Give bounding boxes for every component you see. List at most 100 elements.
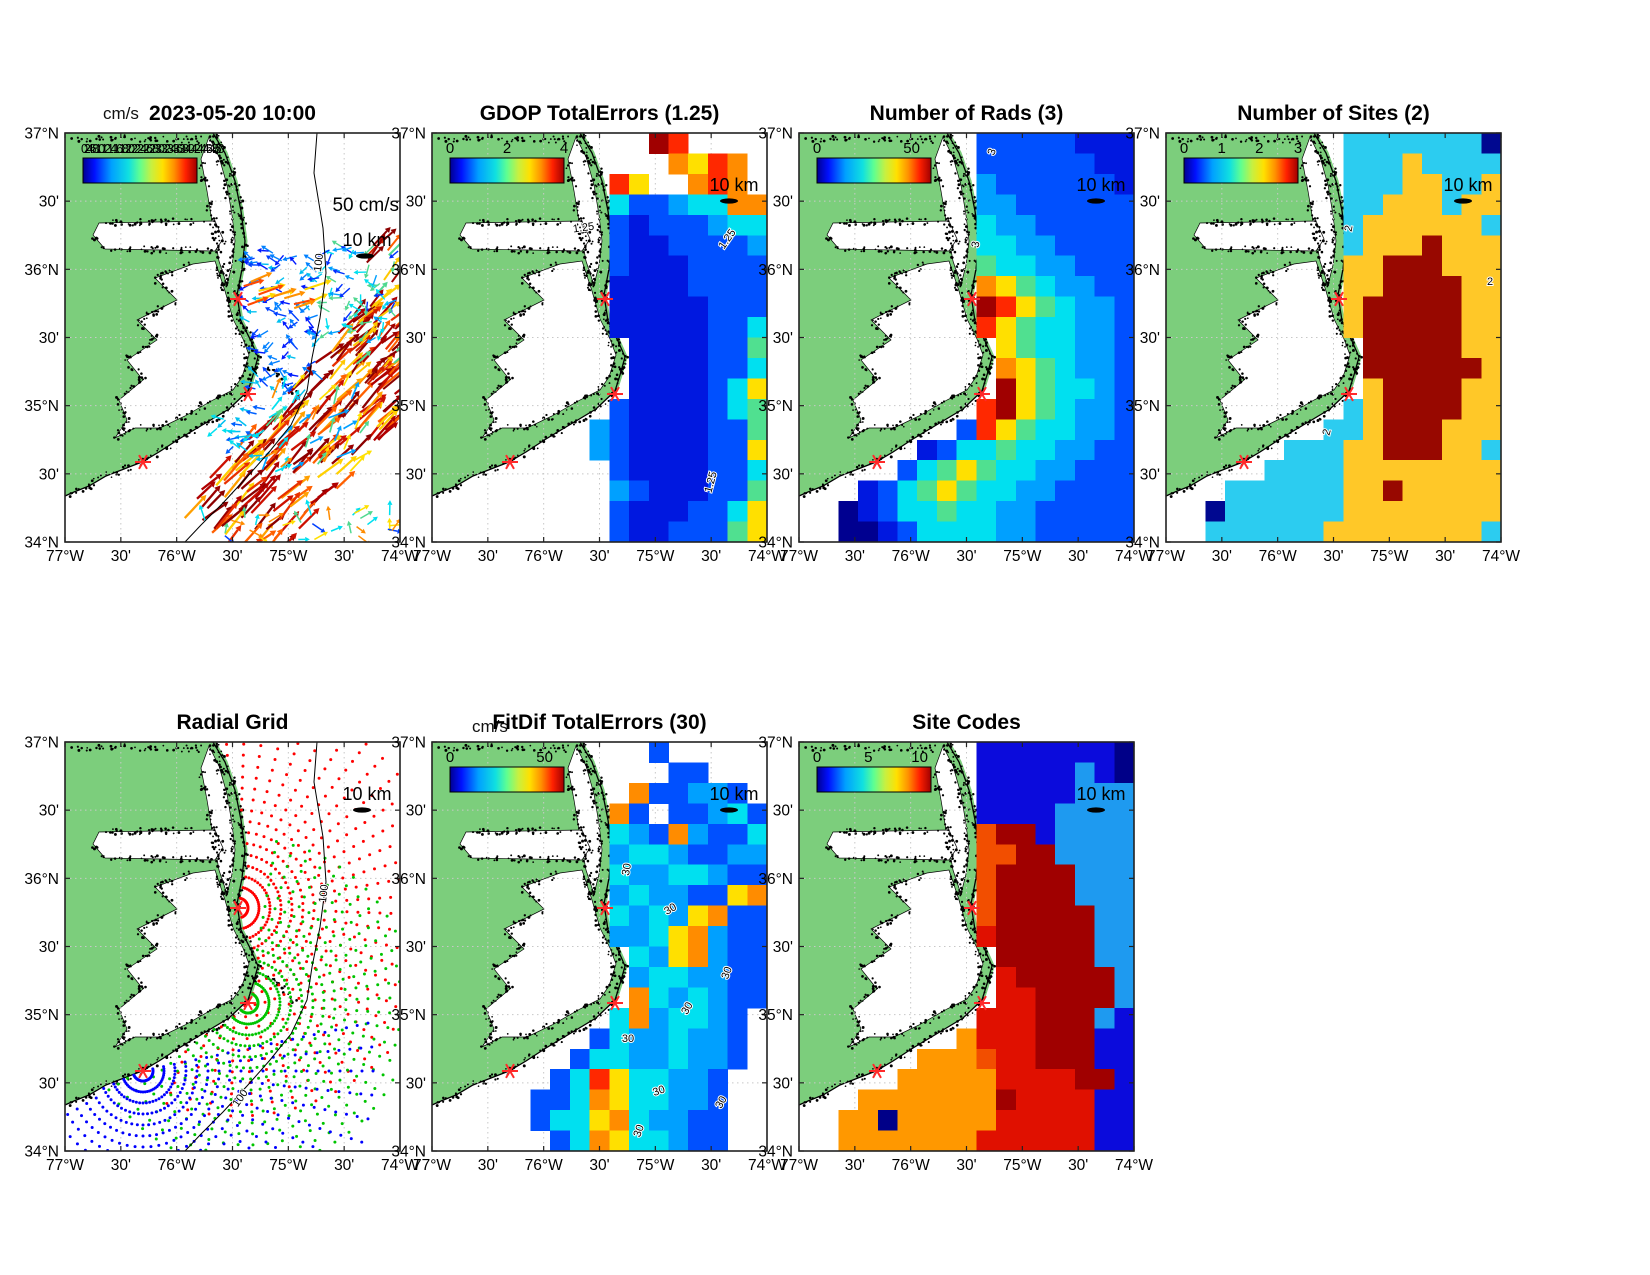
scale-bar: 10 km — [709, 784, 759, 813]
lon-tick-label: 75°W — [269, 548, 307, 565]
radar-site-asterisk — [610, 386, 620, 402]
lon-tick-label: 77°W — [1147, 548, 1185, 565]
radar-site-asterisk — [243, 995, 253, 1011]
lon-tick-label: 76°W — [525, 1157, 563, 1174]
lon-tick-label: 30' — [1068, 548, 1088, 565]
lon-tick-label: 74°W — [748, 548, 786, 565]
radar-site-markers — [1236, 291, 1357, 470]
scale-bar: 10 km — [1076, 784, 1126, 813]
lat-tick-label: 30' — [39, 194, 59, 211]
lat-tick-label: 34°N — [758, 535, 793, 552]
radar-site-markers — [502, 291, 623, 470]
lon-tick-label: 77°W — [413, 548, 451, 565]
lat-tick-label: 30' — [406, 1075, 426, 1092]
scale-bar-mark — [720, 807, 738, 813]
panel-surface-currents: cm/s 2023-05-20 10:00 100 50 cm/s 10 km 0 2… — [24, 102, 419, 566]
lon-tick-label: 30' — [1212, 548, 1232, 565]
lat-tick-label: 36°N — [391, 262, 426, 279]
lat-tick-label: 30' — [773, 330, 793, 347]
lat-tick-label: 34°N — [758, 1144, 793, 1161]
lon-tick-label: 30' — [1323, 548, 1343, 565]
axis-labels: 37°N 30' 36°N 30' 35°N 30' 34°N77°W 30' 76°W 30' 7… — [24, 735, 419, 1175]
colorbar: 0 50 — [813, 140, 932, 184]
graticule — [65, 742, 400, 1151]
colorbar-tick-label: 0 — [446, 749, 454, 766]
lon-tick-label: 77°W — [780, 1157, 818, 1174]
panel-gdop-total-errors: GDOP TotalErrors (1.25) 1.25 1.25 1.25 10 k… — [391, 102, 786, 565]
axis-labels: 37°N 30' 36°N 30' 35°N 30' 34°N77°W 30' 76°W 30' 7… — [391, 735, 786, 1175]
lat-tick-label: 35°N — [758, 1007, 793, 1024]
lat-tick-label: 37°N — [24, 126, 59, 143]
lon-tick-label: 76°W — [892, 1157, 930, 1174]
distance-scale-label: 10 km — [342, 230, 391, 250]
colorbar-tick-label: 4 — [560, 140, 568, 157]
data-layer — [1205, 133, 1501, 542]
colorbar-tick-label: 0 — [1180, 140, 1188, 157]
scale-bar-mark — [1087, 807, 1105, 813]
units-label: cm/s — [103, 104, 139, 123]
lon-tick-label: 74°W — [381, 548, 419, 565]
radar-site-asterisk — [1334, 291, 1344, 307]
lat-tick-label: 30' — [406, 330, 426, 347]
lon-tick-label: 30' — [845, 548, 865, 565]
radar-site-asterisk — [233, 291, 243, 307]
contour-label: 100 — [312, 253, 326, 273]
distance-scale-label: 10 km — [342, 784, 391, 804]
radar-site-asterisk — [600, 900, 610, 916]
radar-site-asterisk — [1344, 386, 1354, 402]
contour-label: 100 — [317, 884, 331, 904]
map-area — [799, 742, 1134, 1151]
panel-number-of-sites: Number of Sites (2) 2 2 2 10 km 0 1 2 3 37°N 30' 3… — [1125, 102, 1520, 565]
lon-tick-label: 76°W — [158, 548, 196, 565]
lon-tick-label: 74°W — [1482, 548, 1520, 565]
colorbar: 0 5 10 — [813, 749, 932, 793]
lat-tick-label: 35°N — [24, 398, 59, 415]
lat-tick-label: 37°N — [758, 735, 793, 752]
lat-tick-label: 37°N — [758, 126, 793, 143]
scale-bar: 10 km — [342, 784, 392, 813]
lon-tick-label: 30' — [222, 1157, 242, 1174]
panel-title: Radial Grid — [176, 711, 289, 734]
lon-tick-label: 30' — [1435, 548, 1455, 565]
distance-scale-label: 10 km — [1076, 784, 1125, 804]
colorbar-tick-label: 0 — [813, 749, 821, 766]
lat-tick-label: 35°N — [391, 1007, 426, 1024]
lon-tick-label: 30' — [334, 548, 354, 565]
lat-tick-label: 34°N — [391, 535, 426, 552]
radar-site-markers — [869, 900, 990, 1079]
axis-ticks — [798, 132, 1135, 543]
scale-bar-mark — [353, 807, 371, 813]
map-canvas-currents: 100 50 cm/s 10 km 0 2 4 6 8 10 12 14 16 18 … — [24, 126, 419, 566]
lon-tick-label: 76°W — [158, 1157, 196, 1174]
lat-tick-label: 34°N — [24, 1144, 59, 1161]
radar-site-asterisk — [243, 386, 253, 402]
lat-tick-label: 30' — [1140, 330, 1160, 347]
contour-label: 2 — [1321, 428, 1334, 437]
lon-tick-label: 30' — [589, 548, 609, 565]
lon-tick-label: 77°W — [46, 1157, 84, 1174]
lat-tick-label: 30' — [39, 330, 59, 347]
lat-tick-label: 34°N — [391, 1144, 426, 1161]
radar-site-asterisk — [138, 1063, 148, 1079]
scale-bar: 50 cm/s 10 km — [332, 195, 399, 259]
radar-site-asterisk — [600, 291, 610, 307]
lon-tick-label: 75°W — [1003, 548, 1041, 565]
radar-site-markers — [869, 291, 990, 470]
colorbar-tick-label: 5 — [864, 749, 872, 766]
map-area: 1.25 1.251.25 — [432, 133, 767, 542]
colorbar: 0 2 4 — [446, 140, 568, 184]
lon-tick-label: 74°W — [1115, 1157, 1153, 1174]
radar-site-asterisk — [967, 900, 977, 916]
lat-tick-label: 34°N — [24, 535, 59, 552]
panel-title: Number of Rads (3) — [869, 102, 1064, 125]
lat-tick-label: 30' — [773, 194, 793, 211]
colorbar-tick-label: 1 — [1217, 140, 1225, 157]
contour-label: 2 — [1487, 276, 1493, 288]
lat-tick-label: 35°N — [391, 398, 426, 415]
data-layer — [838, 133, 1134, 542]
axis-labels: 37°N 30' 36°N 30' 35°N 30' 34°N77°W 30' 76°W 30' 7… — [758, 735, 1153, 1175]
data-layer — [589, 133, 767, 542]
radar-site-asterisk — [505, 1063, 515, 1079]
